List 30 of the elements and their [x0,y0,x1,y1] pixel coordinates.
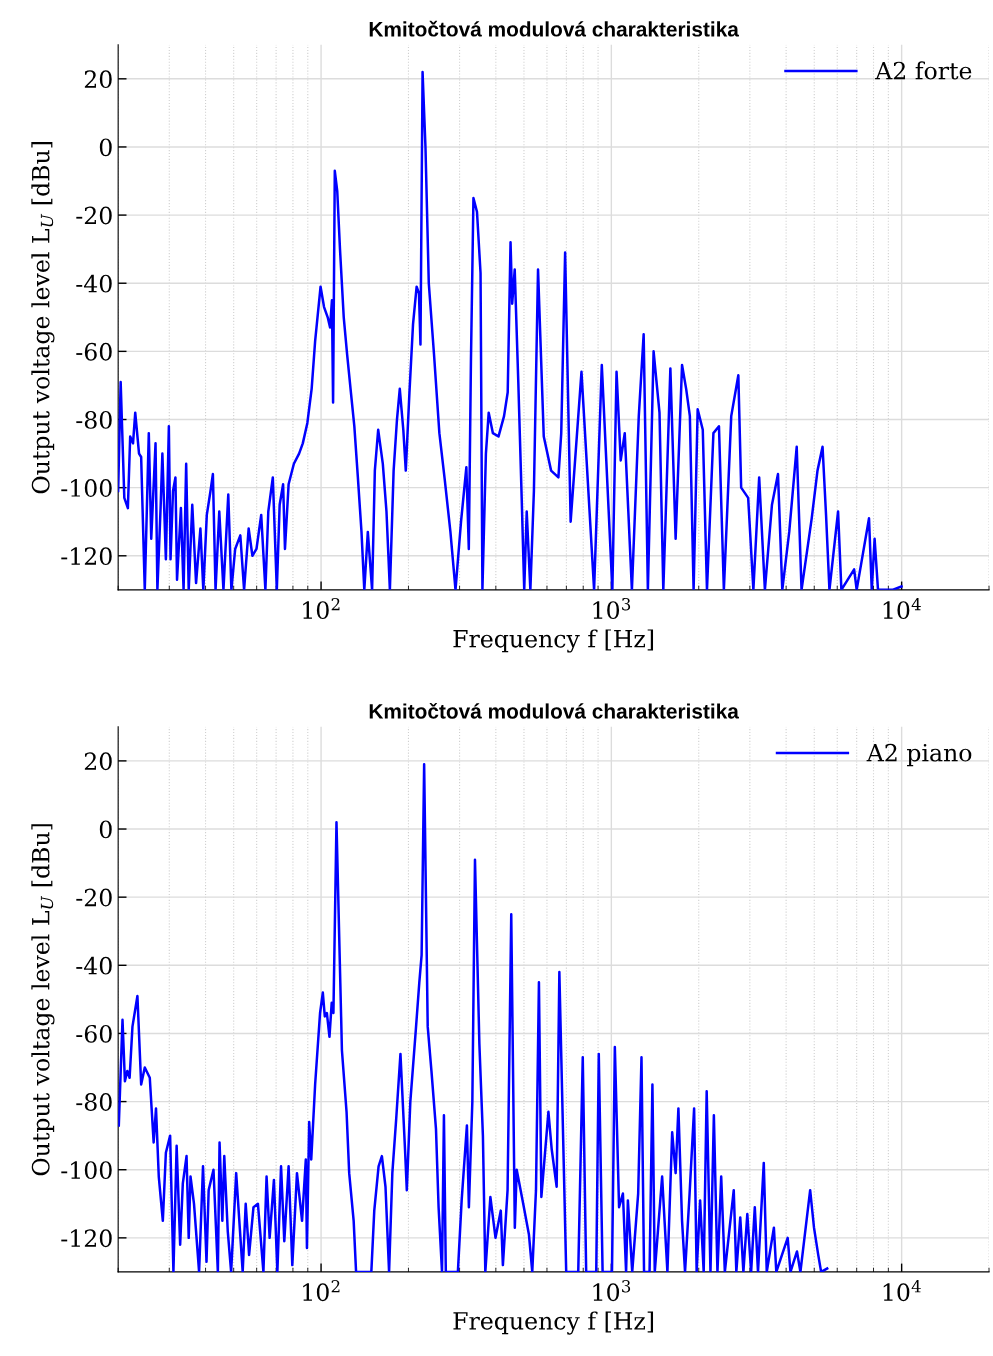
y-tick-label: -100 [61,479,112,497]
y-tick-label: -80 [76,410,112,429]
x-axis-title: Frequency f [Hz] [453,629,654,653]
x-axis-title: Frequency f [Hz] [453,1311,654,1335]
legend-label: A2 forte [875,61,972,80]
y-tick-label: 20 [84,70,112,89]
y-tick-label: -60 [76,1024,112,1043]
chart-title: Kmitočtová modulová charakteristika [369,20,739,37]
x-tick-label: 10$^{4}$ [883,1279,921,1302]
legend-label: A2 piano [866,743,972,767]
x-tick-label: 10$^{3}$ [593,597,631,620]
y-tick-label: -20 [76,888,112,907]
x-tick-label: 10$^{3}$ [593,1279,631,1302]
y-tick-label: -80 [76,1093,112,1111]
x-tick-label: 10$^{2}$ [303,597,340,620]
x-tick-label: 10$^{4}$ [883,597,921,620]
y-tick-label: -100 [61,1161,112,1180]
y-tick-label: -120 [61,547,112,566]
y-axis-title: Output voltage level L$_{U}$ [dBu] [31,824,55,1176]
y-tick-label: -40 [76,274,112,293]
y-tick-label: -40 [76,956,112,975]
y-tick-label: -20 [76,206,112,225]
y-tick-label: -60 [76,342,112,361]
y-axis-title: Output voltage level L$_{U}$ [dBu] [31,142,55,494]
y-tick-label: -120 [61,1229,112,1248]
y-tick-label: 20 [84,752,112,771]
y-tick-label: 0 [99,820,112,839]
x-tick-label: 10$^{2}$ [303,1279,340,1302]
chart-title: Kmitočtová modulová charakteristika [369,702,739,719]
y-tick-label: 0 [99,138,112,157]
